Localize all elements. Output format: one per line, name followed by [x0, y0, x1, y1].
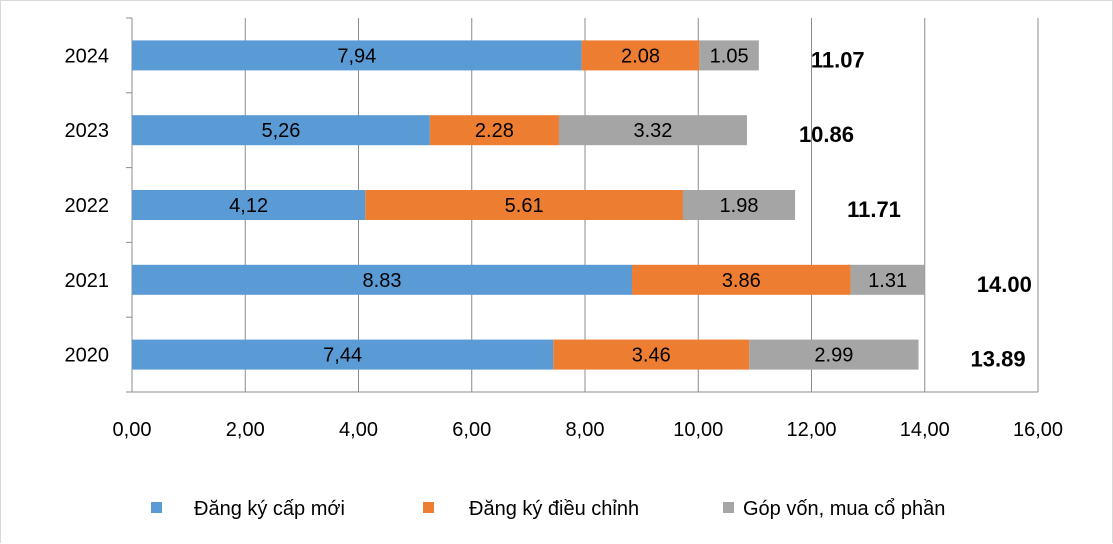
bar-total-label: 14.00 [977, 272, 1032, 297]
bar-value-label: 3.86 [722, 270, 761, 292]
bar-value-label: 3.46 [632, 345, 671, 367]
bar-total-label: 13.89 [971, 347, 1026, 372]
x-tick-label: 12,00 [786, 419, 836, 441]
data-labels: 7,94 2.08 1.05 11.07 5,26 2.28 3.32 10.86 4,12 5.… [229, 45, 1032, 371]
bar-total-label: 11.71 [847, 197, 901, 222]
x-tick-label: 16,00 [1013, 419, 1063, 441]
bar-segment [429, 115, 559, 146]
bar-value-label: 5,26 [261, 120, 300, 142]
bar-value-label: 3.32 [633, 120, 672, 142]
x-tick-label: 10,00 [673, 419, 723, 441]
x-tick-label: 2,00 [226, 419, 265, 441]
legend: Đăng ký cấp mới Đăng ký điều chỉnh Góp vốn… [151, 498, 945, 520]
y-category-label: 2022 [65, 195, 110, 217]
x-tick-label: 0,00 [113, 419, 152, 441]
bar-segment [558, 115, 747, 146]
bar-segment [682, 190, 796, 220]
bar-segment [850, 264, 925, 295]
bars [132, 40, 925, 370]
bar-value-label: 2.08 [621, 45, 660, 67]
bar-segment [365, 190, 683, 220]
bar-segment [132, 40, 582, 71]
legend-swatch [423, 502, 434, 513]
bar-value-label: 4,12 [229, 195, 268, 217]
legend-swatch [151, 502, 162, 513]
bar-segment [132, 190, 366, 220]
y-category-label: 2020 [65, 345, 110, 367]
bar-segment [132, 339, 554, 370]
x-tick-label: 8,00 [566, 419, 605, 441]
bar-value-label: 2.99 [814, 345, 853, 367]
y-category-label: 2023 [65, 120, 110, 142]
axes: 0,00 2,00 4,00 6,00 8,00 10,00 12,00 14,00 16,00… [65, 17, 1063, 441]
bar-value-label: 1.31 [868, 270, 907, 292]
x-tick-label: 14,00 [900, 419, 950, 441]
bar-segment [749, 339, 919, 370]
y-category-label: 2021 [65, 270, 110, 292]
bar-segment [132, 115, 430, 146]
bar-value-label: 2.28 [475, 120, 514, 142]
bar-segment [581, 40, 700, 71]
x-tick-label: 4,00 [339, 419, 378, 441]
bar-segment [132, 264, 632, 295]
legend-label: Đăng ký điều chỉnh [469, 498, 639, 520]
bar-value-label: 1.98 [720, 195, 759, 217]
bar-total-label: 11.07 [811, 47, 865, 72]
bar-segment [699, 40, 759, 71]
bar-segment [553, 339, 750, 370]
x-tick-label: 6,00 [452, 419, 491, 441]
bar-total-label: 10.86 [799, 122, 854, 147]
legend-label: Góp vốn, mua cổ phần [743, 498, 945, 520]
bar-value-label: 5.61 [505, 195, 544, 217]
bar-value-label: 8.83 [363, 270, 402, 292]
legend-swatch [723, 502, 734, 513]
legend-label: Đăng ký cấp mới [194, 498, 345, 520]
bar-value-label: 1.05 [710, 45, 749, 67]
bar-value-label: 7,94 [337, 45, 376, 67]
y-category-label: 2024 [65, 45, 110, 67]
bar-value-label: 7,44 [323, 345, 362, 367]
bar-segment [631, 264, 851, 295]
